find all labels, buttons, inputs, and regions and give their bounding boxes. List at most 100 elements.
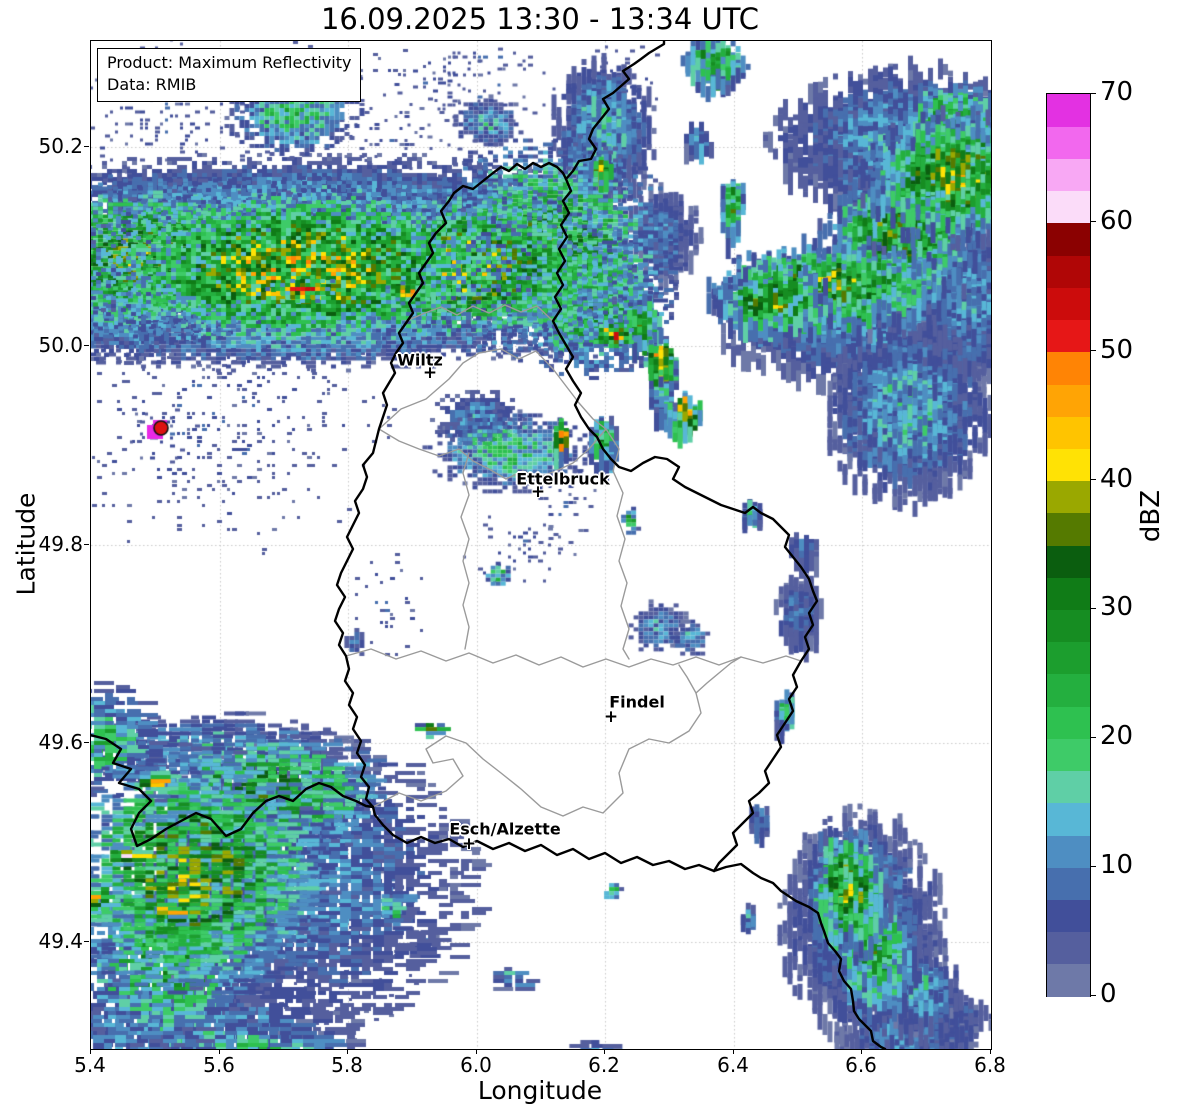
colorbar-tick-mark [1090, 221, 1096, 223]
colorbar-tick-label: 0 [1100, 979, 1117, 1009]
colorbar-tick-label: 10 [1100, 850, 1134, 881]
colorbar-tick-mark [1090, 479, 1096, 481]
y-tick-mark [84, 543, 89, 545]
colorbar-segment [1047, 931, 1090, 965]
district-border-line [345, 648, 802, 668]
colorbar-segment [1047, 834, 1090, 868]
city-label-wiltz: Wiltz [397, 350, 443, 370]
map-borders [91, 41, 887, 1049]
colorbar-tick-label: 40 [1100, 463, 1134, 494]
colorbar-tick-mark [1090, 736, 1096, 738]
x-tick-mark [989, 1049, 991, 1054]
city-label-findel: Findel [609, 692, 665, 712]
city-label-ettelbruck: Ettelbruck [516, 469, 610, 489]
x-tick-label: 6.0 [460, 1053, 492, 1077]
plot-title: 16.09.2025 13:30 - 13:34 UTC [320, 2, 760, 36]
colorbar-segment [1047, 416, 1090, 449]
y-tick-label: 50.2 [38, 134, 83, 158]
colorbar-segment [1047, 673, 1090, 707]
x-tick-mark [860, 1049, 862, 1054]
y-tick-mark [84, 145, 89, 147]
colorbar-tick-label: 20 [1100, 721, 1134, 752]
colorbar-segment [1047, 255, 1090, 288]
district-border-line [405, 304, 554, 322]
x-tick-mark [732, 1049, 734, 1054]
colorbar-tick-label: 30 [1100, 592, 1134, 623]
radar-echo-canvas [91, 41, 991, 1049]
product-info-box: Product: Maximum Reflectivity Data: RMIB [97, 48, 362, 102]
y-tick-mark [84, 741, 89, 743]
x-tick-mark [603, 1049, 605, 1054]
x-tick-label: 5.8 [331, 1053, 363, 1077]
y-tick-mark [84, 940, 89, 942]
x-tick-label: 5.4 [74, 1053, 106, 1077]
x-tick-mark [346, 1049, 348, 1054]
colorbar-segment [1047, 770, 1090, 804]
colorbar-segment [1047, 383, 1090, 417]
colorbar-segment [1047, 158, 1090, 192]
colorbar-segment [1047, 867, 1090, 900]
colorbar-segment [1047, 319, 1090, 353]
x-tick-label: 6.8 [974, 1053, 1006, 1077]
colorbar-tick-label: 50 [1100, 334, 1134, 365]
country-border-line [712, 862, 887, 1049]
city-marker-cross: + [603, 707, 619, 728]
district-border-line [378, 428, 607, 480]
colorbar-segment [1047, 480, 1090, 514]
colorbar-segment [1047, 738, 1090, 772]
country-border-line [452, 161, 568, 195]
data-source-line: Data: RMIB [107, 75, 197, 95]
colorbar-segment [1047, 351, 1090, 385]
colorbar-segment [1047, 609, 1090, 643]
colorbar [1046, 93, 1091, 997]
colorbar-segment [1047, 899, 1090, 933]
colorbar-tick-mark [1090, 994, 1096, 996]
colorbar-segment [1047, 641, 1090, 675]
colorbar-tick-mark [1090, 865, 1096, 867]
city-marker-cross: + [422, 363, 438, 384]
x-tick-mark [89, 1049, 91, 1054]
colorbar-tick-label: 60 [1100, 205, 1134, 236]
colorbar-segment [1047, 94, 1090, 127]
x-tick-label: 6.6 [845, 1053, 877, 1077]
y-tick-mark [84, 344, 89, 346]
colorbar-segment [1047, 802, 1090, 836]
district-border-line [605, 428, 630, 660]
x-tick-label: 6.4 [717, 1053, 749, 1077]
colorbar-tick-mark [1090, 607, 1096, 609]
city-marker-cross: + [461, 834, 477, 855]
country-border-line [371, 805, 716, 873]
colorbar-tick-mark [1090, 92, 1096, 94]
y-tick-label: 49.4 [38, 929, 83, 953]
x-tick-mark [475, 1049, 477, 1054]
colorbar-segment [1047, 545, 1090, 578]
city-label-esch-alzette: Esch/Alzette [449, 819, 561, 839]
country-border-line [91, 734, 375, 848]
colorbar-tick-mark [1090, 350, 1096, 352]
colorbar-tick-label: 70 [1100, 77, 1134, 107]
colorbar-segment [1047, 706, 1090, 739]
colorbar-segment [1047, 963, 1090, 997]
city-marker-cross: + [530, 482, 546, 503]
colorbar-label: dBZ [1136, 489, 1166, 543]
colorbar-segment [1047, 448, 1090, 482]
y-tick-label: 49.6 [38, 730, 83, 754]
y-tick-label: 49.8 [38, 532, 83, 556]
map-plot-area [90, 40, 992, 1050]
x-tick-label: 6.2 [588, 1053, 620, 1077]
country-border-line [333, 191, 456, 809]
colorbar-segment [1047, 190, 1090, 224]
country-border-line [564, 41, 666, 181]
colorbar-segment [1047, 287, 1090, 321]
y-axis-label: Latitude [11, 492, 41, 596]
colorbar-segment [1047, 222, 1090, 256]
colorbar-segment [1047, 512, 1090, 546]
x-axis-label: Longitude [477, 1076, 603, 1105]
district-border-line [460, 452, 470, 650]
district-border-line [372, 664, 702, 817]
product-line: Product: Maximum Reflectivity [107, 53, 352, 72]
x-tick-mark [218, 1049, 220, 1054]
colorbar-segment [1047, 577, 1090, 611]
y-tick-label: 50.0 [38, 333, 83, 357]
